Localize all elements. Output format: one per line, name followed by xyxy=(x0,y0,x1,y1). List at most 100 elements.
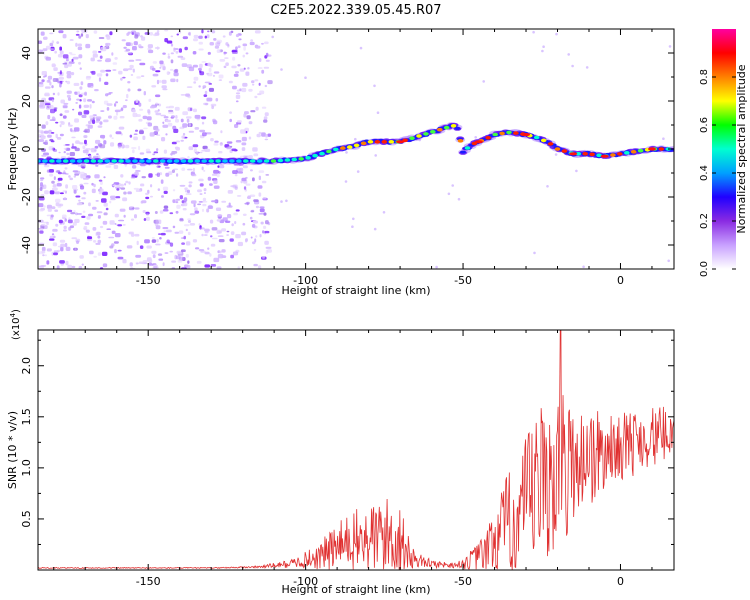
noise-speckle xyxy=(151,237,155,239)
noise-speckle xyxy=(211,237,218,240)
noise-speckle xyxy=(212,74,215,77)
noise-speckle xyxy=(265,249,269,254)
noise-speckle xyxy=(225,62,229,66)
noise-speckle xyxy=(242,222,246,226)
snr-panel: -150 -100 -50 0 0.5 1.0 1.5 2.0 Height of stra… xyxy=(6,309,675,596)
noise-speckle xyxy=(198,67,202,71)
trace-core xyxy=(132,159,138,163)
noise-speckle xyxy=(53,252,58,256)
noise-speckle xyxy=(59,133,64,137)
noise-speckle xyxy=(185,241,191,246)
noise-speckle xyxy=(201,29,204,34)
noise-speckle xyxy=(213,169,219,174)
noise-speckle xyxy=(65,260,69,266)
noise-speckle xyxy=(102,263,108,268)
noise-speckle xyxy=(259,206,265,209)
noise-speckle xyxy=(62,172,67,175)
noise-speckle xyxy=(163,205,169,209)
snr-y-multiplier: (x104) xyxy=(9,309,22,340)
noise-speckle xyxy=(183,202,188,207)
noise-speckle xyxy=(78,111,83,116)
noise-speckle xyxy=(158,103,162,107)
noise-speckle xyxy=(242,213,247,216)
noise-speckle xyxy=(575,169,578,173)
noise-speckle xyxy=(228,31,232,36)
noise-speckle xyxy=(66,74,72,79)
noise-speckle xyxy=(258,175,261,181)
trace-core xyxy=(49,159,55,163)
noise-speckle xyxy=(181,135,185,139)
noise-speckle xyxy=(68,124,73,127)
noise-speckle xyxy=(255,235,258,238)
noise-speckle xyxy=(185,228,188,232)
noise-speckle xyxy=(173,72,179,77)
noise-speckle xyxy=(173,128,179,133)
noise-speckle xyxy=(94,145,99,149)
noise-speckle xyxy=(245,183,251,186)
noise-speckle xyxy=(100,134,106,139)
noise-speckle xyxy=(251,80,255,84)
noise-speckle xyxy=(103,212,108,216)
noise-speckle xyxy=(213,179,218,184)
noise-speckle xyxy=(58,219,63,224)
noise-speckle xyxy=(181,167,186,171)
trace-core xyxy=(319,151,325,156)
noise-speckle xyxy=(66,90,72,94)
noise-speckle xyxy=(205,132,212,135)
noise-speckle xyxy=(94,174,100,179)
trace-core xyxy=(610,153,616,157)
noise-speckle xyxy=(234,124,239,128)
noise-speckle xyxy=(49,190,55,195)
noise-speckle xyxy=(125,144,130,149)
trace-core xyxy=(450,124,457,128)
noise-speckle xyxy=(45,86,51,89)
noise-speckle xyxy=(148,49,154,54)
noise-speckle xyxy=(257,265,262,269)
trace-core xyxy=(256,159,263,163)
noise-speckle xyxy=(174,106,180,111)
noise-speckle xyxy=(153,33,158,37)
noise-speckle xyxy=(135,59,142,61)
noise-speckle xyxy=(116,188,120,191)
noise-speckle xyxy=(51,85,54,89)
noise-speckle xyxy=(265,52,269,57)
noise-speckle xyxy=(174,231,179,234)
trace-core xyxy=(42,159,48,163)
noise-speckle xyxy=(52,228,58,232)
noise-speckle xyxy=(113,164,119,169)
noise-speckle xyxy=(141,200,147,204)
noise-speckle xyxy=(184,187,188,190)
noise-speckle xyxy=(194,127,200,130)
noise-speckle xyxy=(169,68,174,71)
noise-speckle xyxy=(54,209,59,212)
noise-speckle xyxy=(41,154,47,157)
noise-speckle xyxy=(106,228,111,230)
noise-speckle xyxy=(247,196,251,199)
noise-speckle xyxy=(101,251,108,256)
noise-speckle xyxy=(207,51,211,55)
noise-speckle xyxy=(176,250,183,254)
noise-speckle xyxy=(235,209,240,212)
noise-speckle xyxy=(79,255,84,259)
noise-speckle xyxy=(71,237,77,240)
noise-speckle xyxy=(139,62,146,66)
noise-speckle xyxy=(82,149,89,154)
noise-speckle xyxy=(138,261,145,264)
noise-speckle xyxy=(264,138,269,141)
noise-speckle xyxy=(59,192,64,195)
noise-speckle xyxy=(38,266,44,269)
noise-speckle xyxy=(259,208,265,213)
noise-speckle xyxy=(259,234,262,238)
noise-speckle xyxy=(231,50,238,53)
noise-speckle xyxy=(253,263,258,267)
noise-speckle xyxy=(210,138,214,142)
noise-speckle xyxy=(135,170,141,172)
noise-speckle xyxy=(51,63,56,68)
noise-speckle xyxy=(166,71,170,75)
noise-speckle xyxy=(41,79,45,83)
noise-speckle xyxy=(38,196,45,201)
noise-speckle xyxy=(261,132,266,137)
noise-speckle xyxy=(345,151,348,154)
noise-speckle xyxy=(79,86,83,90)
noise-speckle xyxy=(219,219,225,224)
